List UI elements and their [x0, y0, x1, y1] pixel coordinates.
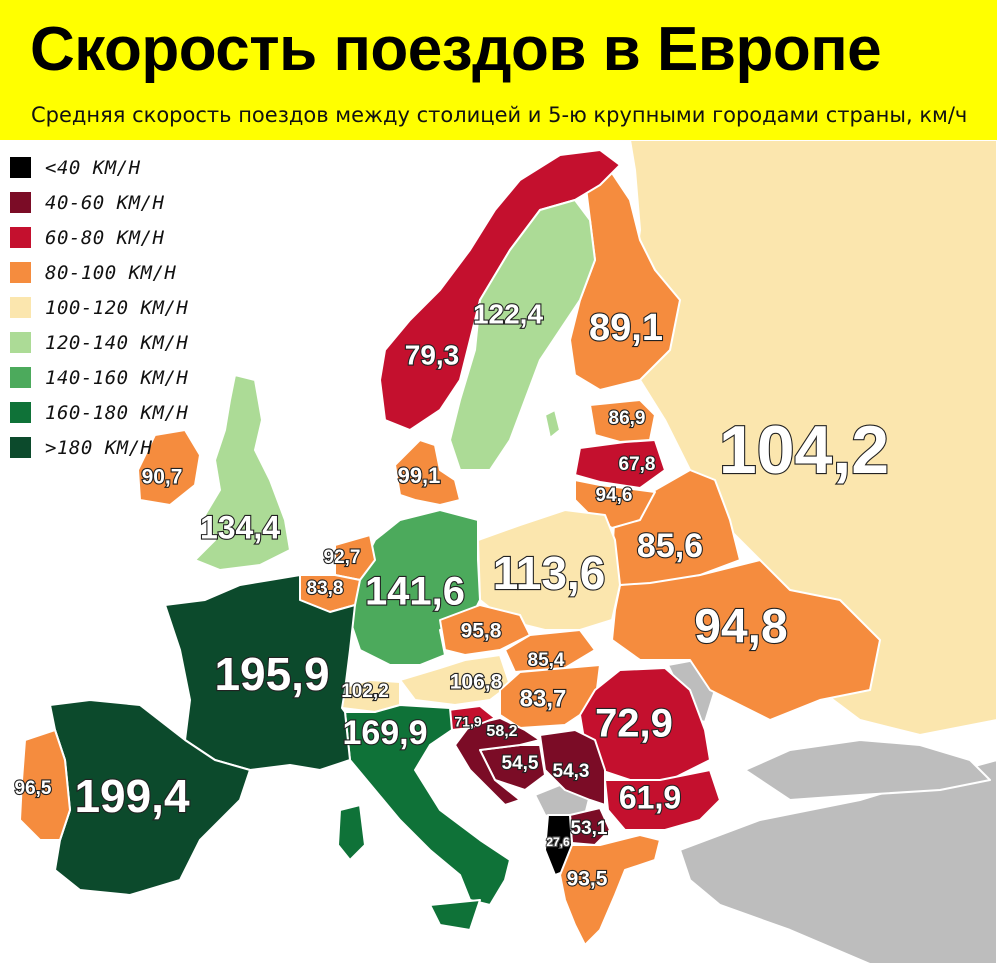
label-switzerland: 102,2: [341, 681, 389, 702]
label-serbia: 54,3: [553, 761, 590, 782]
country-greece: [559, 834, 661, 946]
country-cyprus-sea-gray: [744, 739, 991, 801]
label-uk: 134,4: [200, 509, 280, 545]
country-portugal: [19, 729, 71, 841]
legend-label: 160-180 KM/H: [45, 401, 189, 424]
country-croatia: [454, 717, 541, 806]
legend-item: 60-80 KM/H: [10, 220, 188, 255]
country-denmark: [394, 439, 461, 506]
legend-swatch: [10, 437, 31, 458]
legend-swatch: [10, 402, 31, 423]
label-austria: 106,8: [450, 671, 503, 694]
page-subtitle: Средняя скорость поездов между столицей …: [31, 103, 968, 127]
page-title: Скорость поездов в Европе: [30, 15, 882, 84]
label-croatia: 58,2: [486, 723, 517, 740]
legend-swatch: [10, 297, 31, 318]
label-belarus: 85,6: [637, 527, 703, 565]
legend-swatch: [10, 192, 31, 213]
label-finland: 89,1: [589, 307, 663, 349]
label-albania: 27,6: [546, 835, 570, 849]
label-bosnia: 54,5: [502, 753, 539, 774]
country-sweden: [449, 199, 596, 471]
country-italy-sardinia: [337, 804, 366, 861]
label-norway: 79,3: [405, 339, 460, 370]
label-belgium: 83,8: [307, 578, 344, 599]
legend-swatch: [10, 227, 31, 248]
country-bulgaria: [604, 769, 721, 831]
legend-label: <40 KM/H: [45, 156, 141, 179]
label-slovenia: 71,9: [454, 714, 481, 730]
legend-item: 160-180 KM/H: [10, 395, 188, 430]
country-ukraine: [611, 559, 881, 721]
label-sweden: 122,4: [473, 298, 543, 329]
country-uk: [194, 374, 291, 571]
legend-swatch: [10, 332, 31, 353]
country-italy-sicily: [429, 899, 481, 931]
country-czechia: [439, 604, 531, 656]
legend-label: >180 KM/H: [45, 436, 153, 459]
label-romania: 72,9: [595, 702, 673, 746]
legend-item: 100-120 KM/H: [10, 290, 188, 325]
country-turkey: [679, 759, 997, 964]
legend-label: 60-80 KM/H: [45, 226, 165, 249]
legend-label: 100-120 KM/H: [45, 296, 189, 319]
label-russia: 104,2: [719, 412, 889, 488]
label-netherlands: 92,7: [324, 547, 361, 568]
legend-item: 40-60 KM/H: [10, 185, 188, 220]
legend-item: 140-160 KM/H: [10, 360, 188, 395]
label-poland: 113,6: [493, 547, 606, 599]
legend-item: <40 KM/H: [10, 150, 188, 185]
title-banner: Скорость поездов в Европе Средняя скорос…: [0, 0, 997, 140]
label-bulgaria: 61,9: [619, 779, 681, 815]
label-north-macedonia: 53,1: [571, 818, 608, 839]
legend: <40 KM/H 40-60 KM/H 60-80 KM/H 80-100 KM/H 1…: [10, 150, 188, 465]
label-latvia: 67,8: [619, 454, 656, 475]
label-spain: 199,4: [74, 770, 190, 822]
label-denmark: 99,1: [398, 463, 441, 488]
label-italy: 169,9: [342, 714, 427, 752]
speed-labels: 195,9 199,4 96,5 134,4 90,7 79,3 122,4 8…: [13, 297, 890, 891]
legend-label: 120-140 KM/H: [45, 331, 189, 354]
country-netherlands: [334, 534, 376, 581]
country-latvia: [574, 439, 666, 489]
label-hungary: 83,7: [520, 685, 567, 712]
legend-item: 120-140 KM/H: [10, 325, 188, 360]
label-france: 195,9: [214, 648, 329, 700]
legend-label: 40-60 KM/H: [45, 191, 165, 214]
label-czechia: 95,8: [461, 620, 502, 643]
legend-label: 80-100 KM/H: [45, 261, 177, 284]
label-ireland: 90,7: [142, 466, 183, 489]
country-italy: [344, 704, 511, 906]
legend-swatch: [10, 262, 31, 283]
country-slovakia: [504, 629, 596, 673]
country-serbia: [539, 729, 606, 806]
legend-label: 140-160 KM/H: [45, 366, 189, 389]
label-germany: 141,6: [365, 570, 465, 614]
label-slovakia: 85,4: [528, 650, 565, 671]
legend-swatch: [10, 157, 31, 178]
legend-swatch: [10, 367, 31, 388]
europe-map: 195,9 199,4 96,5 134,4 90,7 79,3 122,4 8…: [0, 140, 997, 964]
label-greece: 93,5: [567, 868, 608, 891]
country-ireland: [137, 429, 201, 506]
country-norway: [379, 149, 621, 431]
legend-item: >180 KM/H: [10, 430, 188, 465]
island-gotland: [544, 409, 561, 439]
label-estonia: 86,9: [609, 408, 646, 429]
label-portugal: 96,5: [15, 778, 52, 799]
label-ukraine: 94,8: [694, 601, 787, 654]
label-lithuania: 94,6: [596, 485, 633, 506]
legend-item: 80-100 KM/H: [10, 255, 188, 290]
